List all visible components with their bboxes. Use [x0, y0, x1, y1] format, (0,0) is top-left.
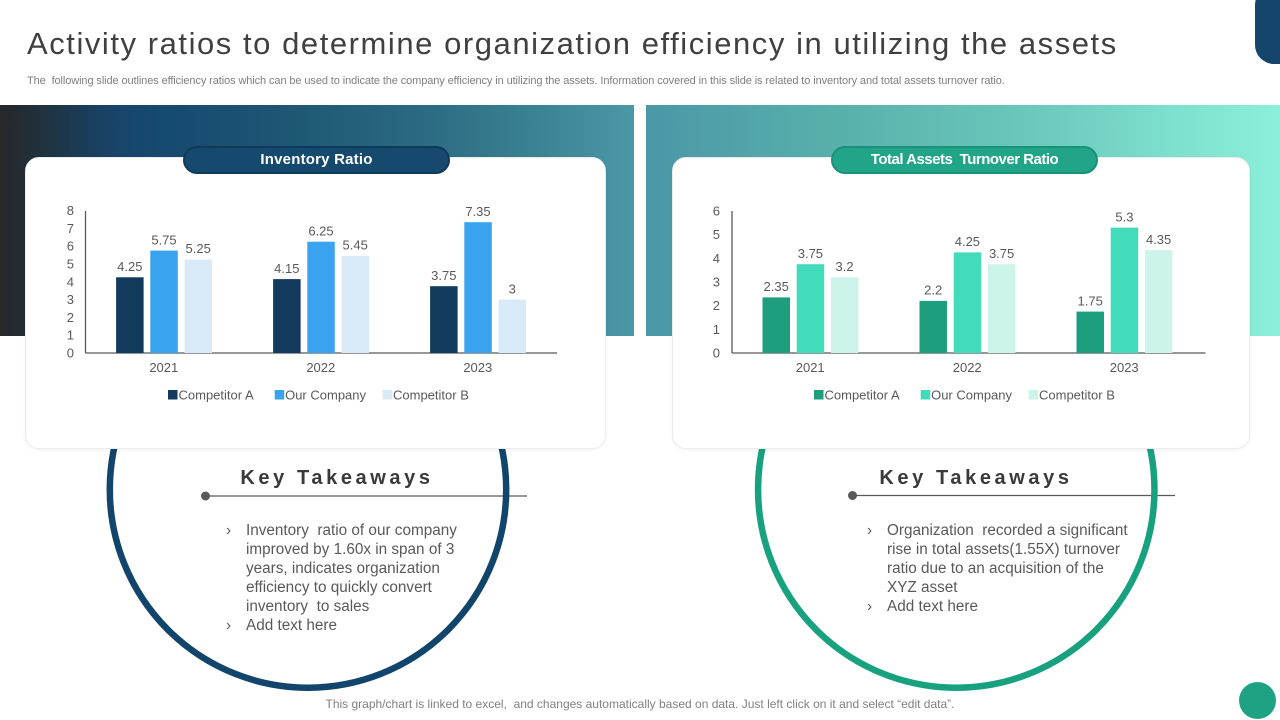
svg-text:Competitor B: Competitor B	[393, 388, 469, 403]
svg-text:1.75: 1.75	[1078, 293, 1103, 308]
svg-text:3.2: 3.2	[836, 259, 854, 274]
svg-text:5.3: 5.3	[1115, 209, 1133, 224]
svg-text:0: 0	[67, 346, 74, 361]
svg-text:3: 3	[67, 292, 74, 307]
svg-text:5.25: 5.25	[186, 241, 211, 256]
svg-text:3: 3	[713, 275, 720, 290]
svg-text:5: 5	[713, 227, 720, 242]
svg-text:2: 2	[67, 310, 74, 325]
svg-text:2023: 2023	[463, 360, 492, 375]
svg-text:Competitor A: Competitor A	[825, 388, 900, 403]
svg-text:2.2: 2.2	[924, 283, 942, 298]
svg-text:5.75: 5.75	[151, 232, 176, 247]
svg-text:4.35: 4.35	[1146, 232, 1171, 247]
svg-text:2023: 2023	[1110, 360, 1139, 375]
svg-text:5: 5	[67, 257, 74, 272]
svg-text:7.35: 7.35	[465, 204, 490, 219]
svg-text:Competitor B: Competitor B	[1039, 388, 1115, 403]
svg-text:Our Company: Our Company	[285, 388, 366, 403]
svg-text:3.75: 3.75	[431, 268, 456, 283]
svg-text:3.75: 3.75	[989, 246, 1014, 261]
svg-text:6: 6	[713, 204, 720, 219]
svg-text:2022: 2022	[306, 360, 335, 375]
svg-text:Our Company: Our Company	[931, 388, 1012, 403]
svg-text:5.45: 5.45	[343, 238, 368, 253]
svg-text:1: 1	[67, 328, 74, 343]
svg-text:4.15: 4.15	[274, 261, 299, 276]
svg-text:7: 7	[67, 221, 74, 236]
svg-text:4: 4	[67, 274, 74, 289]
svg-text:2.35: 2.35	[764, 279, 789, 294]
svg-text:4.25: 4.25	[117, 259, 142, 274]
svg-text:2: 2	[713, 298, 720, 313]
svg-text:Competitor A: Competitor A	[179, 388, 254, 403]
svg-text:6.25: 6.25	[308, 223, 333, 238]
svg-text:2022: 2022	[953, 360, 982, 375]
svg-text:2021: 2021	[796, 360, 825, 375]
svg-text:3: 3	[509, 281, 516, 296]
svg-text:4.25: 4.25	[955, 234, 980, 249]
svg-text:4: 4	[713, 251, 720, 266]
svg-text:6: 6	[67, 239, 74, 254]
svg-text:1: 1	[713, 322, 720, 337]
svg-text:0: 0	[713, 346, 720, 361]
svg-text:2021: 2021	[149, 360, 178, 375]
svg-text:3.75: 3.75	[798, 246, 823, 261]
svg-text:8: 8	[67, 203, 74, 218]
